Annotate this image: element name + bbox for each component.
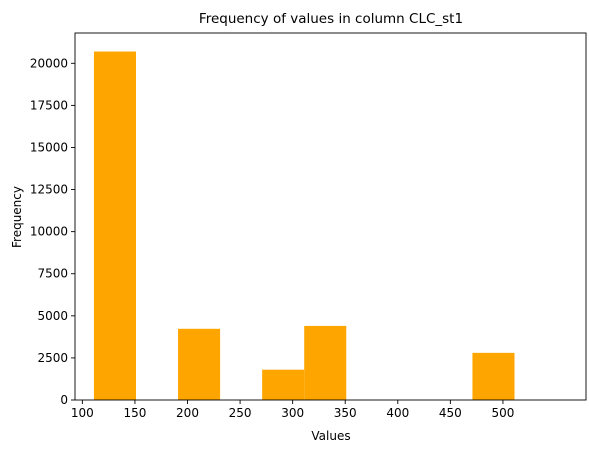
- histogram-bar-5: [304, 325, 347, 400]
- y-tick-label: 10000: [30, 225, 68, 239]
- x-axis-ticks: 100 150 200 250 300 350 400 450 500: [71, 400, 514, 420]
- x-tick-label: 150: [123, 406, 146, 420]
- x-tick-label: 400: [386, 406, 409, 420]
- histogram-bar-9: [472, 352, 515, 400]
- y-tick-label: 15000: [30, 140, 68, 154]
- x-tick-label: 250: [229, 406, 252, 420]
- histogram-bar-0: [93, 51, 136, 401]
- histogram-bar-4: [262, 369, 305, 400]
- x-tick-label: 450: [439, 406, 462, 420]
- x-tick-label: 200: [176, 406, 199, 420]
- plot-frame: [74, 32, 587, 401]
- y-tick-label: 0: [60, 393, 68, 407]
- y-tick-label: 7500: [37, 267, 68, 281]
- y-tick-label: 2500: [37, 351, 68, 365]
- y-tick-label: 17500: [30, 98, 68, 112]
- x-tick-label: 350: [334, 406, 357, 420]
- y-tick-label: 12500: [30, 183, 68, 197]
- y-axis-ticks: 0 2500 5000 7500 10000 12500 15000 17500 20000: [30, 56, 75, 407]
- y-tick-label: 20000: [30, 56, 68, 70]
- y-tick-label: 5000: [37, 309, 68, 323]
- chart-title: Frequency of values in column CLC_st1: [199, 11, 463, 27]
- x-axis-label: Values: [311, 429, 350, 443]
- y-axis-label: Frequency: [10, 186, 24, 248]
- bars-group: [93, 51, 515, 401]
- x-tick-label: 100: [71, 406, 94, 420]
- x-tick-label: 500: [491, 406, 514, 420]
- x-tick-label: 300: [281, 406, 304, 420]
- histogram-bar-2: [178, 328, 221, 400]
